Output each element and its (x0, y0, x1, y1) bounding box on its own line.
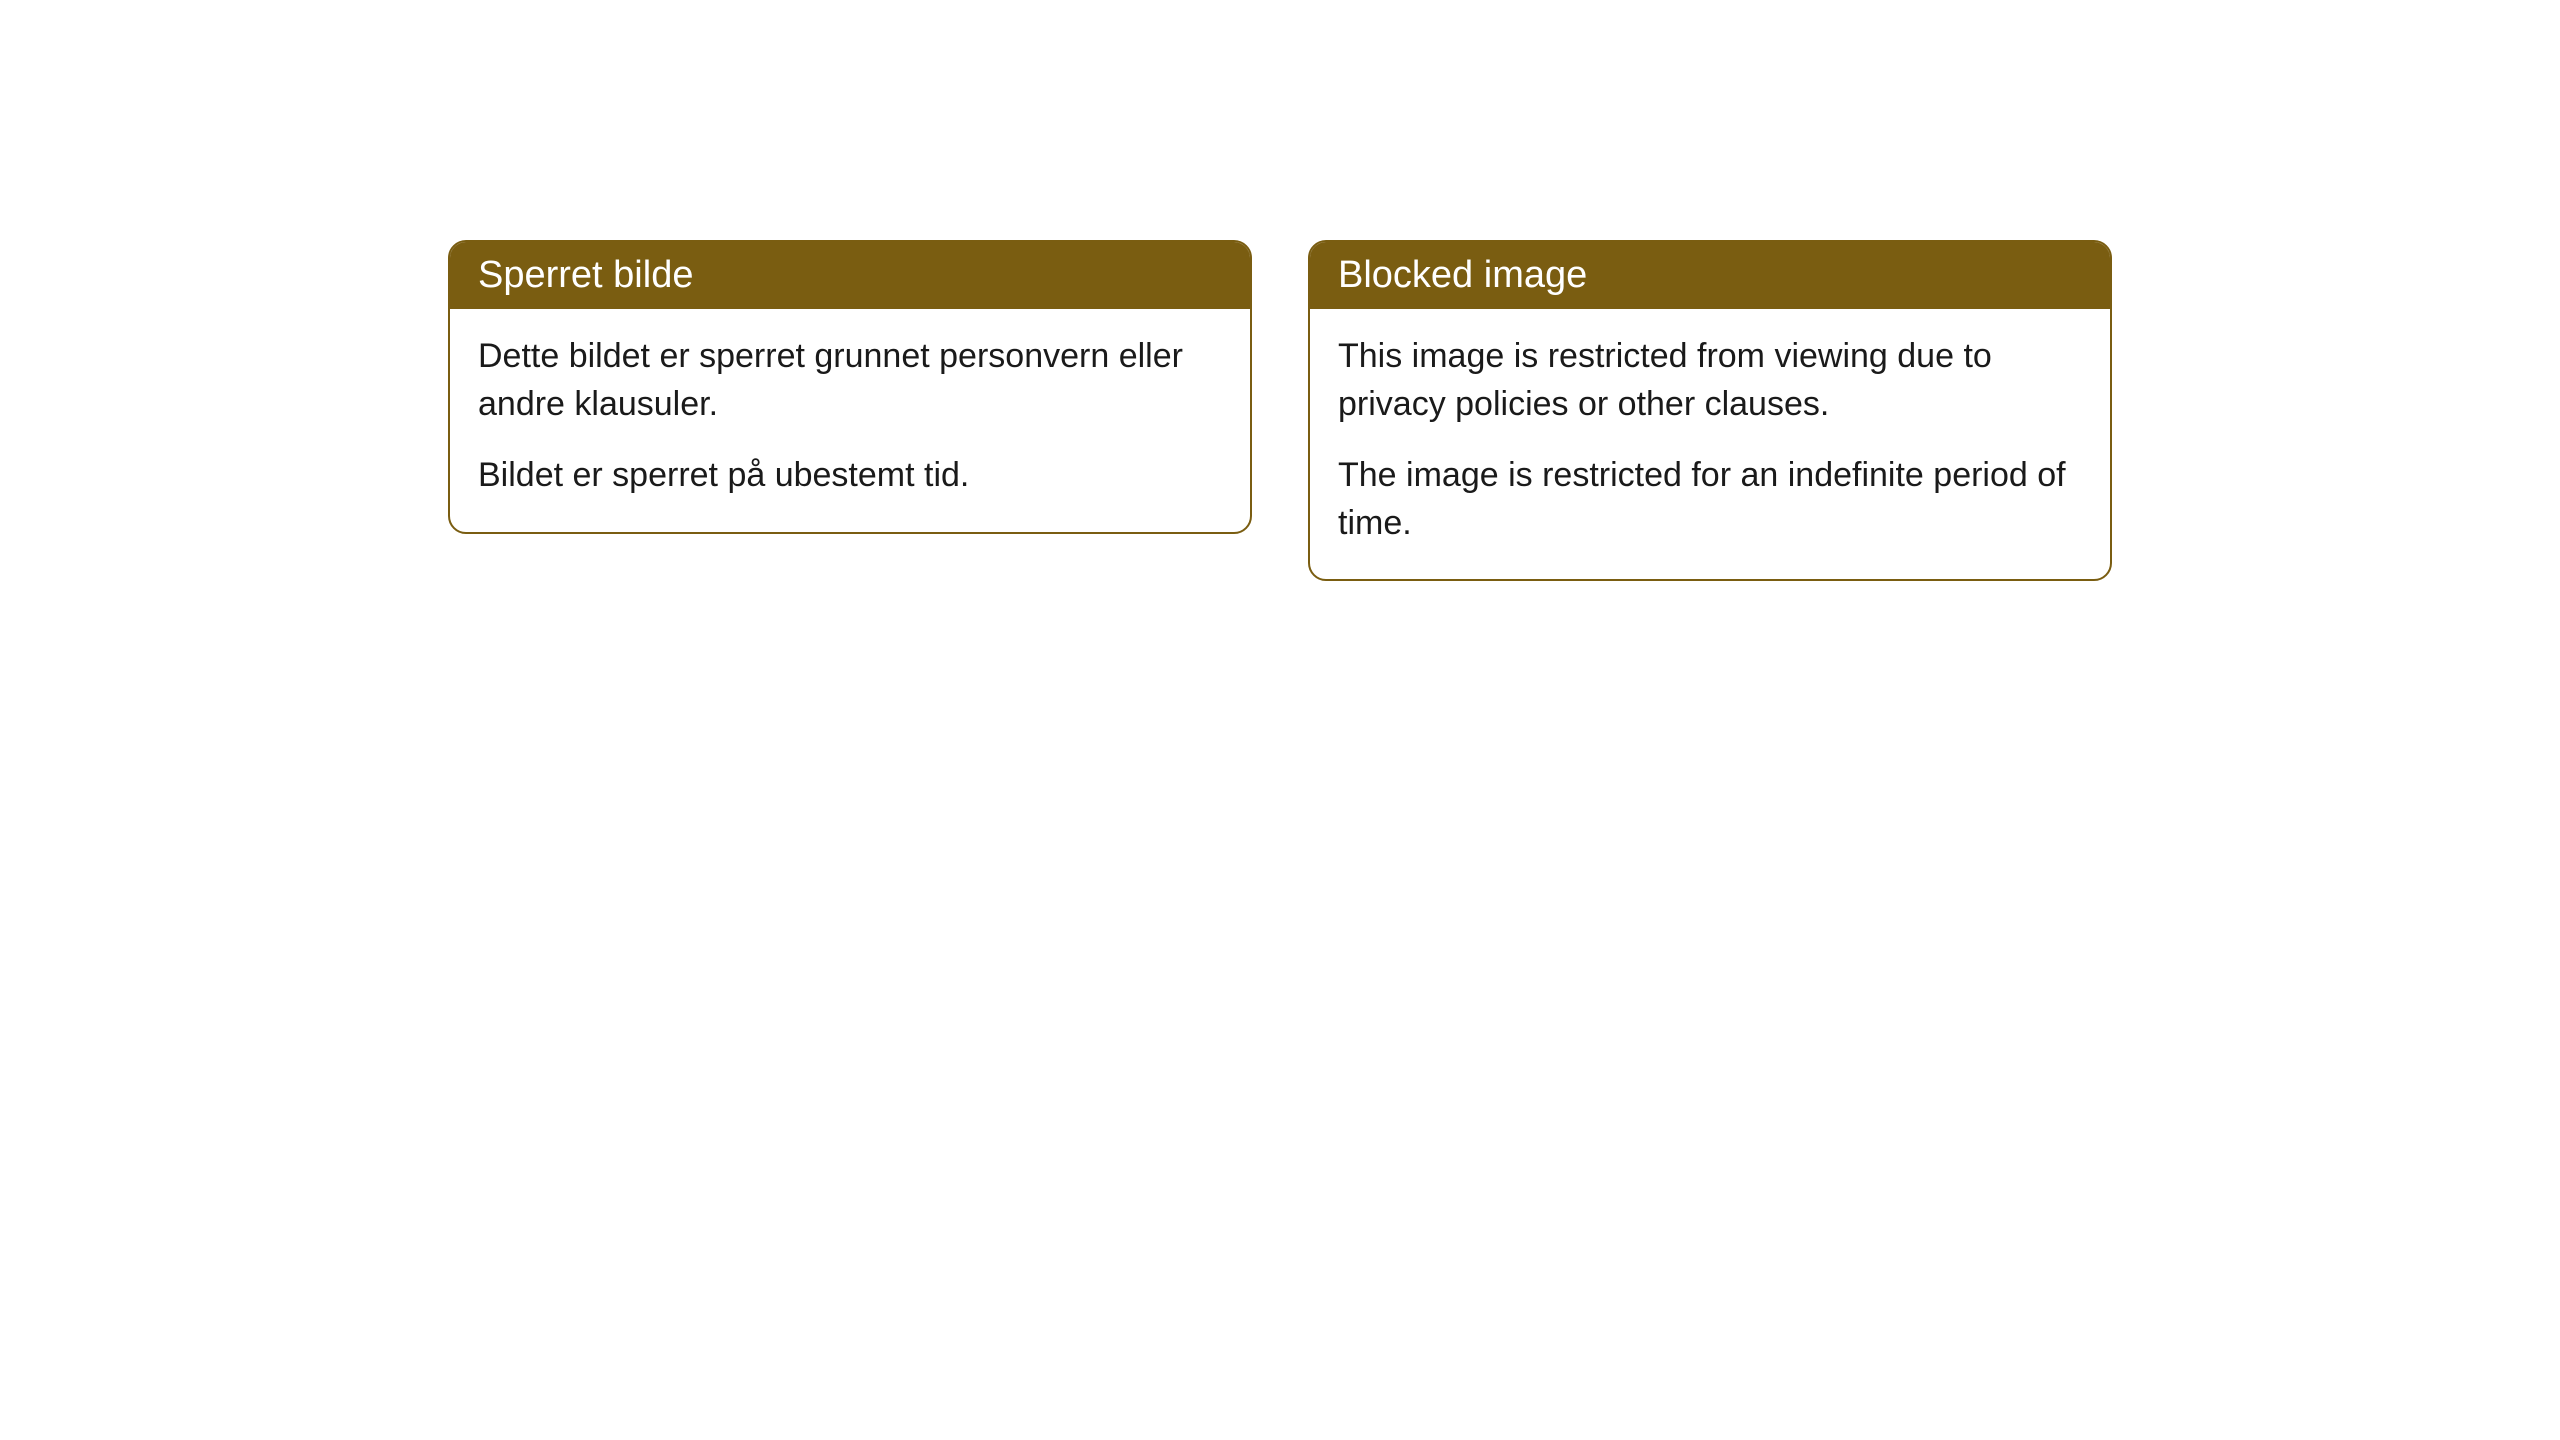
card-header-english: Blocked image (1310, 242, 2110, 309)
card-header-norwegian: Sperret bilde (450, 242, 1250, 309)
card-norwegian: Sperret bilde Dette bildet er sperret gr… (448, 240, 1252, 534)
card-para1: This image is restricted from viewing du… (1338, 333, 2082, 428)
card-para1: Dette bildet er sperret grunnet personve… (478, 333, 1222, 428)
card-para2: The image is restricted for an indefinit… (1338, 452, 2082, 547)
card-english: Blocked image This image is restricted f… (1308, 240, 2112, 581)
cards-container: Sperret bilde Dette bildet er sperret gr… (448, 240, 2112, 1440)
card-para2: Bildet er sperret på ubestemt tid. (478, 452, 1222, 500)
card-body-norwegian: Dette bildet er sperret grunnet personve… (450, 309, 1250, 532)
card-body-english: This image is restricted from viewing du… (1310, 309, 2110, 579)
card-title: Blocked image (1338, 254, 1587, 296)
card-title: Sperret bilde (478, 254, 693, 296)
